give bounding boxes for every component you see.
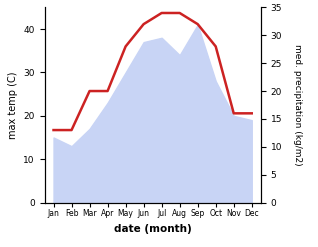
X-axis label: date (month): date (month) — [114, 224, 191, 234]
Y-axis label: med. precipitation (kg/m2): med. precipitation (kg/m2) — [293, 44, 302, 166]
Y-axis label: max temp (C): max temp (C) — [8, 71, 18, 139]
